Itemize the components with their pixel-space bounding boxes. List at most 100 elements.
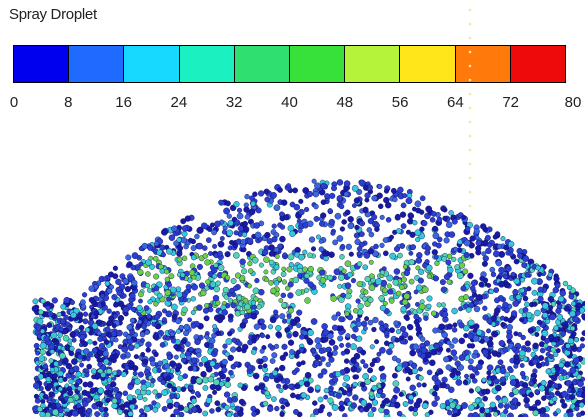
droplet	[138, 298, 143, 304]
guide-dot	[468, 204, 472, 208]
droplet	[141, 323, 147, 330]
droplet	[69, 345, 75, 352]
droplet	[223, 207, 231, 215]
droplet	[577, 380, 584, 388]
droplet	[83, 348, 90, 355]
droplet	[359, 381, 366, 388]
droplet	[486, 328, 491, 334]
droplet	[445, 347, 451, 353]
droplet	[71, 409, 79, 417]
droplet	[49, 367, 55, 373]
droplet	[451, 327, 458, 333]
droplet	[468, 295, 474, 302]
droplet	[287, 383, 294, 390]
droplet	[502, 273, 509, 280]
droplet	[212, 243, 218, 249]
droplet	[383, 340, 390, 347]
droplet	[103, 339, 110, 345]
droplet	[97, 361, 103, 368]
droplet	[415, 237, 421, 243]
droplet	[112, 313, 118, 319]
droplet	[269, 316, 277, 324]
droplet	[371, 406, 377, 413]
droplet	[344, 282, 352, 289]
droplet	[133, 354, 139, 360]
droplet	[64, 345, 70, 351]
droplet	[472, 411, 479, 417]
droplet	[183, 323, 191, 331]
droplet	[386, 348, 393, 356]
droplet	[304, 297, 311, 304]
droplet	[259, 348, 265, 354]
droplet	[507, 317, 514, 324]
droplet	[115, 278, 122, 286]
droplet	[337, 274, 345, 281]
droplet	[143, 305, 150, 311]
droplet	[353, 197, 361, 204]
droplet	[321, 323, 328, 330]
legend-title: Spray Droplet	[9, 6, 97, 23]
droplet	[208, 337, 216, 345]
droplet	[251, 334, 258, 341]
droplet	[50, 331, 58, 339]
droplet	[45, 376, 52, 383]
droplet	[413, 313, 420, 320]
droplet	[455, 379, 463, 386]
droplet	[482, 349, 489, 356]
droplet	[495, 384, 502, 392]
droplet	[363, 252, 371, 259]
droplet	[274, 254, 280, 259]
droplet	[386, 274, 394, 282]
droplet	[513, 331, 519, 337]
droplet	[114, 392, 122, 400]
droplet	[433, 254, 439, 260]
droplet	[127, 344, 135, 351]
droplet	[426, 303, 432, 309]
droplet	[90, 368, 97, 375]
droplet	[298, 198, 304, 204]
droplet	[339, 254, 345, 260]
droplet	[510, 310, 518, 317]
droplet	[329, 192, 336, 199]
droplet	[250, 312, 258, 320]
droplet	[287, 339, 295, 346]
droplet	[510, 271, 516, 277]
droplet	[106, 288, 113, 294]
droplet	[156, 367, 162, 374]
droplet	[462, 379, 469, 386]
droplet	[524, 340, 531, 347]
droplet	[345, 243, 352, 250]
droplet	[323, 394, 329, 400]
droplet	[446, 253, 453, 260]
droplet	[320, 212, 327, 219]
droplet	[209, 222, 215, 228]
droplet	[213, 285, 220, 293]
droplet	[267, 343, 273, 349]
droplet	[152, 333, 160, 340]
droplet	[575, 306, 581, 312]
droplet	[332, 239, 338, 246]
droplet	[391, 355, 398, 362]
droplet	[94, 353, 100, 359]
droplet	[189, 269, 196, 276]
droplet	[321, 368, 328, 375]
droplet	[96, 319, 103, 326]
droplet	[320, 182, 327, 189]
droplet	[111, 323, 117, 329]
droplet	[451, 337, 459, 344]
droplet	[48, 358, 54, 364]
droplet	[550, 301, 557, 307]
droplet	[68, 350, 75, 357]
droplet	[81, 292, 88, 298]
droplet	[521, 312, 527, 318]
droplet	[275, 325, 282, 332]
droplet	[540, 379, 547, 386]
droplet	[59, 352, 66, 360]
droplet	[379, 373, 387, 380]
droplet	[552, 336, 559, 343]
droplet	[496, 243, 503, 250]
droplet	[469, 285, 476, 291]
droplet	[386, 283, 392, 289]
droplet	[503, 408, 509, 415]
droplet	[475, 245, 482, 252]
